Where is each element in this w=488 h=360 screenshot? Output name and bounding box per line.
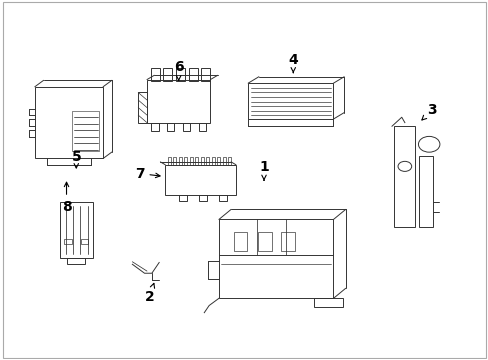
Bar: [188, 68, 197, 81]
Bar: [35, 87, 103, 158]
Bar: [233, 231, 246, 251]
Bar: [138, 93, 147, 123]
Text: 3: 3: [421, 103, 436, 120]
Bar: [60, 202, 93, 258]
Text: 1: 1: [259, 161, 268, 180]
Bar: [183, 123, 190, 131]
Bar: [167, 157, 171, 165]
Bar: [222, 157, 225, 165]
Bar: [64, 239, 72, 244]
Bar: [165, 165, 236, 195]
Bar: [219, 195, 227, 201]
Bar: [150, 68, 160, 81]
Bar: [163, 68, 172, 81]
Text: 4: 4: [288, 53, 298, 73]
Bar: [418, 156, 432, 226]
Bar: [178, 157, 182, 165]
Bar: [219, 220, 333, 298]
Bar: [179, 195, 186, 201]
Bar: [151, 123, 158, 131]
Text: 7: 7: [135, 167, 160, 181]
Bar: [257, 231, 271, 251]
Bar: [281, 231, 294, 251]
Bar: [217, 157, 220, 165]
Bar: [247, 83, 333, 119]
Bar: [189, 157, 193, 165]
Bar: [184, 157, 187, 165]
Bar: [227, 157, 231, 165]
Bar: [81, 239, 88, 244]
Bar: [173, 157, 176, 165]
Bar: [201, 68, 210, 81]
Bar: [195, 157, 198, 165]
Bar: [67, 258, 85, 265]
Bar: [205, 157, 209, 165]
Bar: [313, 298, 343, 307]
Bar: [200, 157, 203, 165]
Text: 5: 5: [71, 150, 81, 168]
Bar: [167, 123, 174, 131]
Text: 8: 8: [61, 182, 71, 214]
Bar: [176, 68, 184, 81]
Bar: [394, 126, 414, 226]
Bar: [199, 123, 205, 131]
Bar: [72, 111, 99, 150]
Bar: [199, 195, 206, 201]
Text: 2: 2: [144, 283, 154, 303]
Text: 6: 6: [174, 60, 183, 80]
Bar: [211, 157, 214, 165]
Bar: [147, 80, 210, 123]
